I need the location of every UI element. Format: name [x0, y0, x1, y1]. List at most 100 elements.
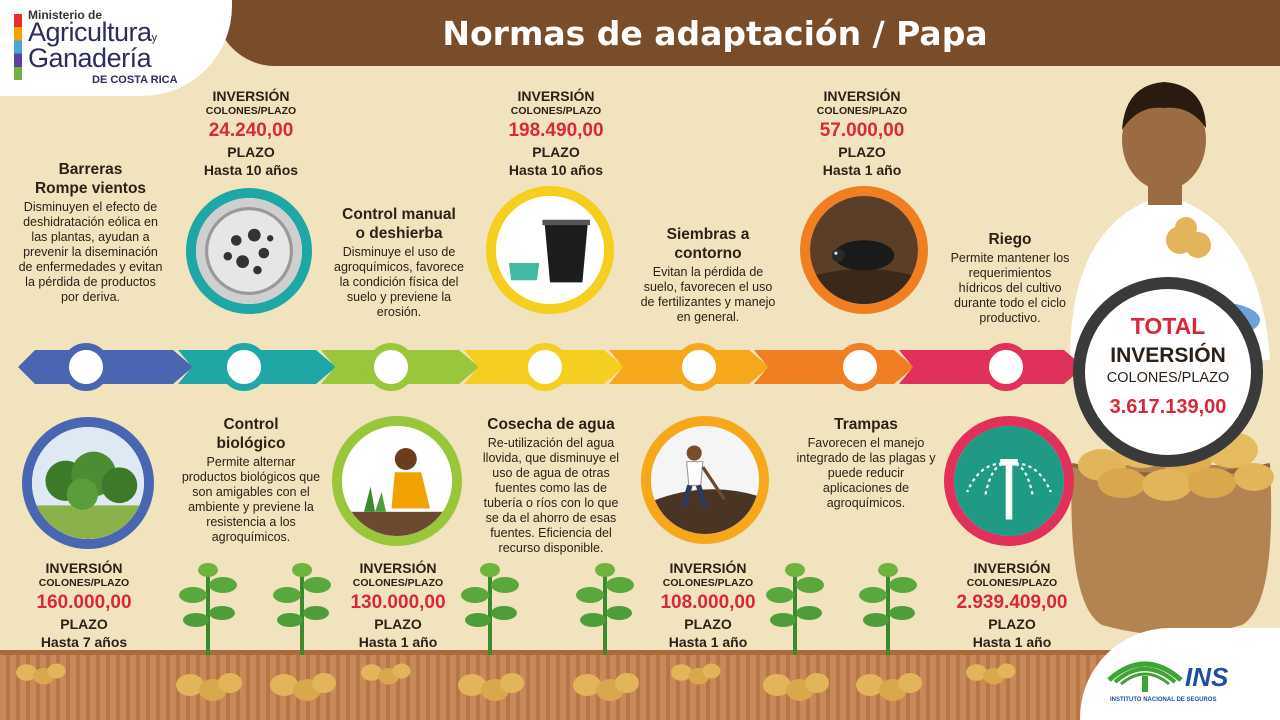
plazo-label: PLAZO: [60, 616, 108, 632]
inversion-label: INVERSIÓN: [517, 88, 595, 104]
timeline-node: [521, 343, 569, 391]
practice-title: Control: [223, 416, 279, 433]
total-investment-circle: TOTAL INVERSIÓN COLONES/PLAZO 3.617.139,…: [1073, 277, 1263, 467]
investment-control-biologico: INVERSIÓN COLONES/PLAZO 24.240,00 PLAZO …: [181, 88, 321, 179]
logo-line4: DE COSTA RICA: [92, 74, 178, 86]
timeline-node: [836, 343, 884, 391]
ins-logo-text: INS: [1185, 662, 1229, 692]
practice-title: Cosecha de agua: [487, 416, 615, 433]
sprinkler-icon: [944, 416, 1074, 546]
potato-plant-icon: [763, 563, 829, 701]
timeline-node: [62, 343, 110, 391]
colones-label: COLONES/PLAZO: [662, 577, 754, 589]
practice-description: Evitan la pérdida de suelo, favorecen el…: [640, 265, 776, 324]
potato-plant-icon: [573, 563, 639, 701]
colones-label: COLONES/PLAZO: [205, 105, 297, 117]
total-label: TOTAL: [1130, 313, 1206, 339]
practice-title: contorno: [674, 245, 742, 262]
plazo-value: Hasta 1 año: [972, 634, 1052, 650]
investment-amount: 108.000,00: [660, 592, 756, 613]
potato-plant-icon: [176, 563, 242, 701]
practice-description: Permite alternar productos biológicos qu…: [181, 455, 321, 544]
total-colones-label: COLONES/PLAZO: [1106, 370, 1230, 386]
investment-amount: 198.490,00: [508, 120, 604, 141]
logo-color-bars: [14, 14, 22, 80]
potato-plant-icon: [16, 663, 66, 685]
investment-amount: 160.000,00: [36, 592, 132, 613]
petri-dish-icon: [186, 188, 312, 314]
plazo-value: Hasta 1 año: [822, 162, 902, 178]
investment-barreras: INVERSIÓN COLONES/PLAZO 160.000,00 PLAZO…: [14, 560, 154, 651]
potato-plant-icon: [966, 663, 1016, 685]
plazo-value: Hasta 1 año: [668, 634, 748, 650]
investment-cosecha: INVERSIÓN COLONES/PLAZO 198.490,00 PLAZO…: [486, 88, 626, 179]
practice-trampas-text: Trampas Favorecen el manejo integrado de…: [796, 415, 936, 511]
plazo-label: PLAZO: [684, 616, 732, 632]
investment-amount: 57.000,00: [819, 120, 905, 141]
ins-logo-icon: [1107, 661, 1183, 692]
total-inversion-label: INVERSIÓN: [1110, 344, 1226, 367]
timeline-segment: [754, 350, 914, 384]
logo-line1: Ministerio de: [28, 8, 103, 22]
investment-trampas: INVERSIÓN COLONES/PLAZO 57.000,00 PLAZO …: [792, 88, 932, 179]
investment-control-manual: INVERSIÓN COLONES/PLAZO 130.000,00 PLAZO…: [328, 560, 468, 651]
weeding-photo-icon: [332, 416, 462, 546]
plazo-label: PLAZO: [227, 144, 275, 160]
potato-plant-icon: [671, 663, 721, 685]
ins-logo-subtitle: INSTITUTO NACIONAL DE SEGUROS: [1110, 697, 1217, 703]
plazo-label: PLAZO: [374, 616, 422, 632]
potato-plant-icon: [856, 563, 922, 701]
investment-siembras: INVERSIÓN COLONES/PLAZO 108.000,00 PLAZO…: [638, 560, 778, 651]
inversion-label: INVERSIÓN: [823, 88, 901, 104]
practice-control-manual-text: Control manual o deshierba Disminuye el …: [330, 205, 468, 320]
logo-line2: Agriculturay: [28, 17, 157, 47]
plazo-value: Hasta 7 años: [40, 634, 128, 650]
inversion-label: INVERSIÓN: [212, 88, 290, 104]
potato-plant-icon: [270, 563, 336, 701]
plazo-value: Hasta 10 años: [203, 162, 299, 178]
timeline-node: [675, 343, 723, 391]
mole-trap-icon: [800, 186, 928, 314]
potato-plant-icon: [361, 663, 411, 685]
potato-plant-icon: [458, 563, 524, 701]
practice-title: Trampas: [834, 416, 898, 433]
inversion-label: INVERSIÓN: [359, 560, 437, 576]
investment-amount: 130.000,00: [350, 592, 446, 613]
logo-line3: Ganadería: [28, 43, 152, 73]
colones-label: COLONES/PLAZO: [816, 105, 908, 117]
tree-photo-icon: [22, 417, 154, 549]
total-amount: 3.617.139,00: [1109, 396, 1227, 418]
practice-description: Favorecen el manejo integrado de las pla…: [796, 436, 936, 510]
investment-amount: 2.939.409,00: [956, 592, 1068, 613]
water-bucket-icon: [486, 186, 614, 314]
practice-barreras-text: Barreras Rompe vientos Disminuyen el efe…: [18, 160, 163, 305]
inversion-label: INVERSIÓN: [669, 560, 747, 576]
colones-label: COLONES/PLAZO: [510, 105, 602, 117]
practice-description: Disminuye el uso de agroquímicos, favore…: [334, 245, 464, 319]
practice-title: Riego: [988, 231, 1032, 248]
mag-logo: Ministerio de Agriculturay Ganadería DE …: [0, 0, 232, 96]
practice-control-biologico-text: Control biológico Permite alternar produ…: [180, 415, 322, 545]
investment-riego: INVERSIÓN COLONES/PLAZO 2.939.409,00 PLA…: [942, 560, 1082, 651]
plazo-label: PLAZO: [838, 144, 886, 160]
plazo-label: PLAZO: [532, 144, 580, 160]
practice-riego-text: Riego Permite mantener los requerimiento…: [946, 230, 1074, 326]
plazo-value: Hasta 10 años: [508, 162, 604, 178]
practice-siembras-text: Siembras a contorno Evitan la pérdida de…: [636, 225, 780, 325]
colones-label: COLONES/PLAZO: [38, 577, 130, 589]
colones-label: COLONES/PLAZO: [352, 577, 444, 589]
plazo-label: PLAZO: [988, 616, 1036, 632]
timeline-node: [367, 343, 415, 391]
investment-amount: 24.240,00: [208, 120, 294, 141]
hoeing-photo-icon: [641, 416, 769, 544]
practice-title: Rompe vientos: [34, 180, 147, 197]
inversion-label: INVERSIÓN: [45, 560, 123, 576]
inversion-label: INVERSIÓN: [973, 560, 1051, 576]
practice-description: Re-utilización del agua llovida, que dis…: [482, 436, 620, 555]
practice-title: biológico: [216, 435, 286, 452]
timeline-node: [220, 343, 268, 391]
practice-description: Disminuyen el efecto de deshidratación e…: [18, 200, 163, 304]
practice-title: Control manual: [342, 206, 456, 223]
practice-description: Permite mantener los requerimientos hídr…: [950, 251, 1070, 325]
plazo-value: Hasta 1 año: [358, 634, 438, 650]
